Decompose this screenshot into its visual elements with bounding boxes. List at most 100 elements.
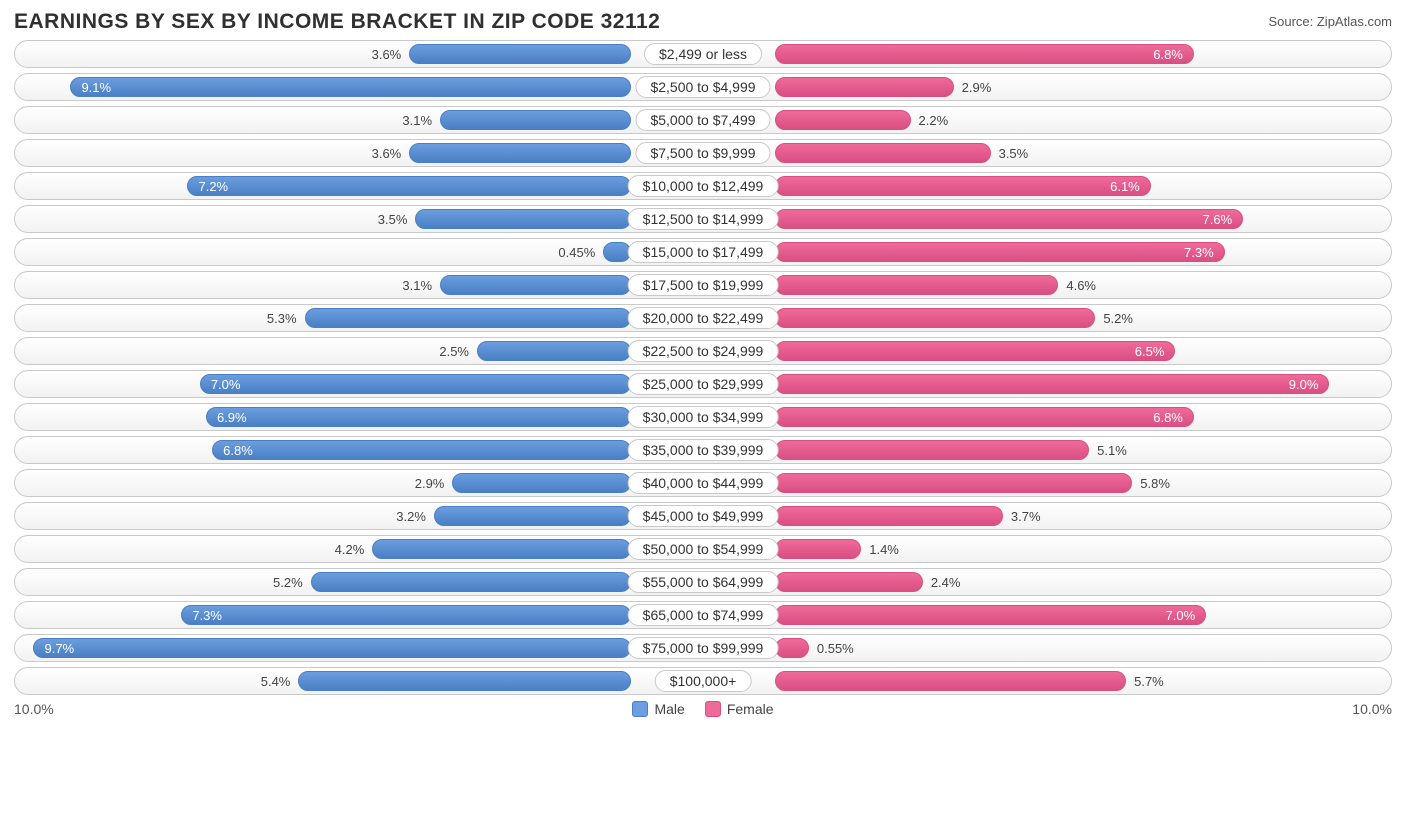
legend-label-female: Female [727,701,774,717]
chart-row: 3.1% 2.2% $5,000 to $7,499 [14,106,1392,134]
male-bar [305,308,631,328]
male-bar [440,275,631,295]
male-bar [409,143,631,163]
male-value-label: 0.45% [550,245,603,260]
category-label: $25,000 to $29,999 [628,373,779,395]
chart-row: 6.9%6.8%$30,000 to $34,999 [14,403,1392,431]
male-bar [415,209,631,229]
female-value-label: 1.4% [861,542,907,557]
male-bar [311,572,631,592]
male-value-label: 3.1% [394,113,440,128]
chart-row: 6.8% 5.1% $35,000 to $39,999 [14,436,1392,464]
legend-item-female: Female [705,701,774,717]
axis-label-right: 10.0% [1352,701,1392,717]
chart-row: 3.6%6.8%$2,499 or less [14,40,1392,68]
female-value-label: 2.4% [923,575,969,590]
category-label: $30,000 to $34,999 [628,406,779,428]
category-label: $65,000 to $74,999 [628,604,779,626]
category-label: $7,500 to $9,999 [635,142,770,164]
male-bar: 7.0% [200,374,631,394]
category-label: $100,000+ [655,670,752,692]
category-label: $75,000 to $99,999 [628,637,779,659]
chart-row: 5.4%5.7%$100,000+ [14,667,1392,695]
category-label: $15,000 to $17,499 [628,241,779,263]
female-value-label: 0.55% [809,641,862,656]
male-value-label: 5.4% [253,674,299,689]
category-label: $2,500 to $4,999 [635,76,770,98]
axis-label-left: 10.0% [14,701,54,717]
category-label: $50,000 to $54,999 [628,538,779,560]
legend-item-male: Male [632,701,684,717]
female-bar [775,671,1126,691]
female-bar: 6.5% [775,341,1175,361]
female-value-label: 5.2% [1095,311,1141,326]
female-value-label: 3.5% [991,146,1037,161]
male-value-label: 4.2% [327,542,373,557]
female-swatch [705,701,721,717]
female-bar [775,440,1089,460]
male-bar: 9.7% [33,638,631,658]
male-value-label: 3.2% [388,509,434,524]
female-bar [775,506,1003,526]
chart-row: 2.5% 6.5%$22,500 to $24,999 [14,337,1392,365]
female-value-label: 2.9% [954,80,1000,95]
category-label: $5,000 to $7,499 [635,109,770,131]
chart-row: 7.3% 7.0%$65,000 to $74,999 [14,601,1392,629]
female-bar: 7.3% [775,242,1225,262]
male-bar [452,473,631,493]
male-value-label: 5.3% [259,311,305,326]
female-bar [775,275,1058,295]
male-bar [298,671,631,691]
category-label: $45,000 to $49,999 [628,505,779,527]
chart-row: 0.45% 7.3%$15,000 to $17,499 [14,238,1392,266]
chart-row: 3.1%4.6%$17,500 to $19,999 [14,271,1392,299]
male-bar: 6.8% [212,440,631,460]
chart-row: 4.2% 1.4% $50,000 to $54,999 [14,535,1392,563]
female-value-label: 5.8% [1132,476,1178,491]
male-swatch [632,701,648,717]
male-value-label: 2.5% [431,344,477,359]
female-bar: 6.8% [775,407,1194,427]
chart-row: 9.7% 0.55% $75,000 to $99,999 [14,634,1392,662]
category-label: $40,000 to $44,999 [628,472,779,494]
male-bar [372,539,631,559]
chart-row: 3.6% 3.5% $7,500 to $9,999 [14,139,1392,167]
category-label: $17,500 to $19,999 [628,274,779,296]
chart-row: 5.3% 5.2% $20,000 to $22,499 [14,304,1392,332]
diverging-bar-chart: 3.6%6.8%$2,499 or less9.1%2.9%$2,500 to … [14,40,1392,695]
chart-row: 7.2% 6.1%$10,000 to $12,499 [14,172,1392,200]
chart-row: 2.9%5.8%$40,000 to $44,999 [14,469,1392,497]
legend: Male Female [632,701,773,717]
category-label: $55,000 to $64,999 [628,571,779,593]
category-label: $22,500 to $24,999 [628,340,779,362]
chart-row: 3.2% 3.7% $45,000 to $49,999 [14,502,1392,530]
female-value-label: 4.6% [1058,278,1104,293]
category-label: $35,000 to $39,999 [628,439,779,461]
category-label: $12,500 to $14,999 [628,208,779,230]
male-bar: 7.3% [181,605,631,625]
category-label: $20,000 to $22,499 [628,307,779,329]
female-bar [775,308,1095,328]
female-bar: 6.1% [775,176,1151,196]
female-bar [775,143,991,163]
male-value-label: 3.6% [364,47,410,62]
chart-row: 3.5% 7.6%$12,500 to $14,999 [14,205,1392,233]
female-value-label: 5.1% [1089,443,1135,458]
female-bar [775,77,954,97]
female-bar [775,539,861,559]
male-value-label: 3.6% [364,146,410,161]
male-bar [434,506,631,526]
female-bar: 7.0% [775,605,1206,625]
female-value-label: 2.2% [911,113,957,128]
female-bar: 6.8% [775,44,1194,64]
male-value-label: 3.5% [370,212,416,227]
female-bar [775,473,1132,493]
female-bar: 9.0% [775,374,1329,394]
male-value-label: 5.2% [265,575,311,590]
male-bar [477,341,631,361]
female-value-label: 3.7% [1003,509,1049,524]
legend-label-male: Male [654,701,684,717]
female-bar: 7.6% [775,209,1243,229]
male-bar: 7.2% [187,176,631,196]
category-label: $10,000 to $12,499 [628,175,779,197]
